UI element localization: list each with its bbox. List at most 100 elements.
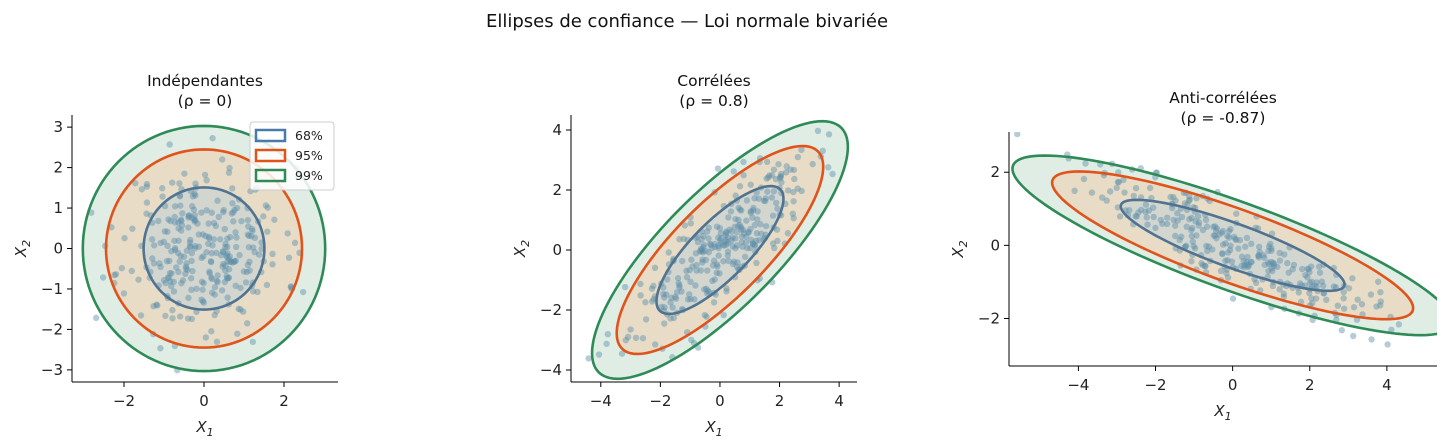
data-point xyxy=(1269,259,1277,267)
data-point xyxy=(825,164,832,171)
data-point xyxy=(603,340,610,347)
data-point xyxy=(768,172,776,179)
data-point xyxy=(1213,225,1221,232)
data-point xyxy=(775,161,782,168)
data-point xyxy=(809,160,816,168)
data-point xyxy=(174,249,182,257)
data-point xyxy=(729,260,737,268)
data-point xyxy=(1243,261,1251,268)
data-point xyxy=(665,249,672,256)
data-point xyxy=(1222,240,1229,247)
data-point xyxy=(198,209,205,216)
data-point xyxy=(724,248,732,255)
data-point xyxy=(1144,221,1151,228)
data-point xyxy=(239,308,247,315)
data-point xyxy=(735,204,742,212)
data-point xyxy=(664,276,671,283)
data-point xyxy=(778,179,785,186)
data-point xyxy=(1268,258,1275,266)
data-point xyxy=(209,289,216,296)
data-point xyxy=(262,202,270,209)
scatter-points xyxy=(585,127,836,362)
data-point xyxy=(1340,305,1348,312)
data-point xyxy=(1184,201,1191,208)
data-point xyxy=(1255,243,1263,251)
data-point xyxy=(687,295,694,303)
data-point xyxy=(1210,223,1217,231)
data-point xyxy=(1174,217,1181,224)
data-point xyxy=(713,223,721,230)
data-point xyxy=(225,266,233,273)
data-point xyxy=(1199,262,1206,269)
data-point xyxy=(642,299,649,306)
data-point xyxy=(771,244,778,252)
data-point xyxy=(227,258,235,266)
x-axis-label: X1 xyxy=(1213,402,1231,423)
data-point xyxy=(231,258,238,265)
data-point xyxy=(774,205,781,212)
data-point xyxy=(776,174,784,182)
data-point xyxy=(738,238,745,246)
data-point xyxy=(1152,224,1159,232)
data-point xyxy=(1308,295,1315,302)
data-point xyxy=(1116,213,1124,220)
data-point xyxy=(604,331,612,338)
data-point xyxy=(667,315,674,322)
data-point xyxy=(1142,201,1150,208)
data-point xyxy=(701,311,709,319)
data-point xyxy=(299,288,307,296)
data-point xyxy=(219,263,226,270)
data-point xyxy=(714,263,721,270)
data-point xyxy=(1297,298,1305,306)
data-point xyxy=(221,225,228,233)
data-point xyxy=(188,249,196,257)
data-point xyxy=(762,222,770,230)
data-point xyxy=(1230,233,1238,241)
data-point xyxy=(143,183,151,190)
data-point xyxy=(1233,236,1240,244)
data-point xyxy=(244,320,251,327)
data-point xyxy=(705,224,712,231)
data-point xyxy=(244,231,252,238)
data-point xyxy=(183,247,191,254)
legend-swatch-68 xyxy=(254,128,287,143)
data-point xyxy=(214,197,221,204)
data-point xyxy=(1285,269,1292,276)
x-tick-label: −4 xyxy=(590,392,612,410)
data-point xyxy=(738,226,745,233)
ellipse-68 xyxy=(655,184,785,316)
data-point xyxy=(790,214,797,222)
data-point xyxy=(249,244,257,251)
data-point xyxy=(725,214,732,221)
data-point xyxy=(200,279,207,287)
panel-title-line2: (ρ = 0.8) xyxy=(679,92,748,110)
data-point xyxy=(691,296,698,303)
data-point xyxy=(191,212,198,219)
data-point xyxy=(736,221,743,228)
ellipse-99 xyxy=(1011,154,1437,337)
data-point xyxy=(230,218,237,225)
data-point xyxy=(729,243,736,250)
data-point xyxy=(715,234,722,241)
data-point xyxy=(740,172,747,179)
data-point xyxy=(673,289,681,296)
data-point xyxy=(1268,247,1275,254)
data-point xyxy=(161,228,169,235)
data-point xyxy=(732,235,739,242)
data-point xyxy=(178,217,185,225)
data-point xyxy=(1171,222,1179,229)
data-point xyxy=(686,266,693,274)
data-point xyxy=(223,274,231,282)
data-point xyxy=(175,225,182,232)
data-point xyxy=(1338,327,1346,334)
legend-label-68: 68% xyxy=(295,128,323,143)
data-point xyxy=(1350,332,1357,340)
data-point xyxy=(207,258,215,265)
data-point xyxy=(723,228,730,235)
data-point xyxy=(692,282,699,289)
data-point xyxy=(150,242,158,249)
data-point xyxy=(1340,295,1347,302)
data-point xyxy=(688,256,695,263)
data-point xyxy=(232,229,239,236)
data-point xyxy=(1267,240,1274,248)
